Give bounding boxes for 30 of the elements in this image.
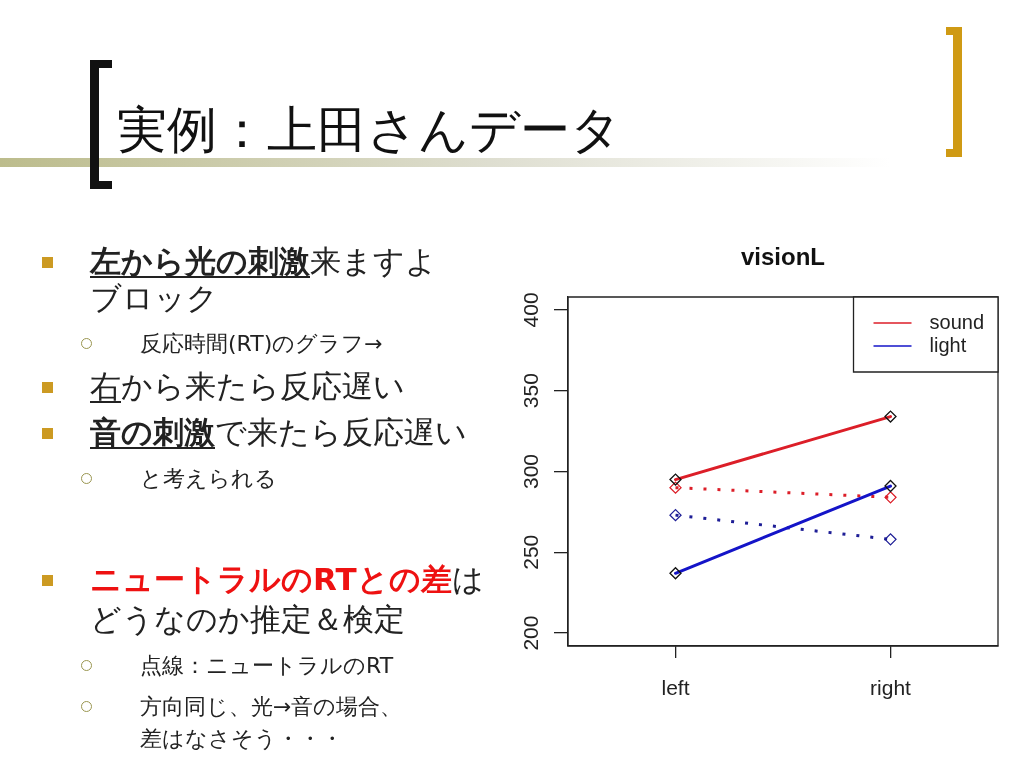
text: 左から光の刺激	[90, 243, 310, 279]
text: から来たら反応遅い	[121, 368, 405, 404]
text: は	[451, 561, 484, 597]
text: 音の刺激	[90, 414, 215, 450]
point	[884, 491, 897, 504]
text: 右	[90, 368, 121, 404]
x-tick-label: right	[870, 676, 912, 700]
text: 来ますよ	[310, 243, 437, 279]
text: ブロック	[90, 280, 218, 316]
text: 反応時間(RT)のグラフ→	[140, 331, 383, 356]
legend-label: sound	[929, 310, 985, 333]
y-tick-label: 350	[518, 373, 542, 409]
point	[884, 533, 897, 546]
y-tick-label: 400	[518, 292, 542, 328]
chart-title: visionL	[740, 242, 826, 270]
y-tick-label: 250	[518, 534, 542, 570]
point	[669, 508, 682, 522]
text: と考えられる	[140, 466, 277, 491]
point	[669, 481, 682, 494]
text: 実例：上田さんデータ	[117, 101, 621, 159]
text: 点線：ニュートラルのRT	[140, 653, 394, 678]
text: どうなのか推定＆検定	[90, 601, 405, 637]
legend-label: light	[929, 333, 967, 356]
text: で来たら反応遅い	[215, 414, 467, 450]
text: 差はなさそう・・・	[140, 726, 343, 751]
text: 方向同じ、光→音の場合、	[140, 694, 403, 719]
text: ニュートラルのRTとの差	[90, 561, 452, 597]
y-tick-label: 300	[518, 453, 542, 490]
y-tick-label: 200	[518, 615, 542, 651]
x-tick-label: left	[661, 676, 690, 700]
